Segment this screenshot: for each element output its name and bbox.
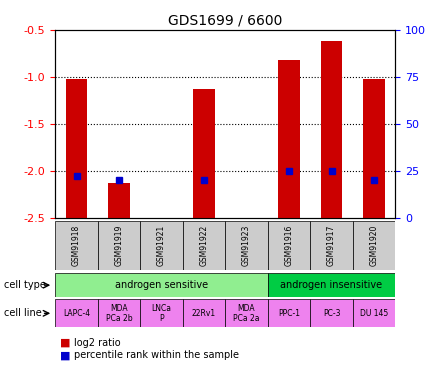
FancyBboxPatch shape xyxy=(268,299,310,327)
Title: GDS1699 / 6600: GDS1699 / 6600 xyxy=(168,13,283,27)
Text: ■: ■ xyxy=(60,338,70,348)
FancyBboxPatch shape xyxy=(140,221,183,270)
Text: GSM91917: GSM91917 xyxy=(327,225,336,266)
Text: GSM91921: GSM91921 xyxy=(157,225,166,266)
Bar xyxy=(321,41,342,218)
FancyBboxPatch shape xyxy=(268,273,395,297)
Text: MDA
PCa 2a: MDA PCa 2a xyxy=(233,304,260,323)
FancyBboxPatch shape xyxy=(225,299,268,327)
Text: GSM91922: GSM91922 xyxy=(199,225,209,266)
Text: GSM91918: GSM91918 xyxy=(72,225,81,266)
Text: androgen insensitive: androgen insensitive xyxy=(280,280,382,290)
Text: PC-3: PC-3 xyxy=(323,309,340,318)
Text: percentile rank within the sample: percentile rank within the sample xyxy=(74,351,239,360)
FancyBboxPatch shape xyxy=(183,299,225,327)
Text: cell line: cell line xyxy=(4,308,42,318)
FancyBboxPatch shape xyxy=(310,299,353,327)
Bar xyxy=(66,79,87,218)
FancyBboxPatch shape xyxy=(140,299,183,327)
Text: MDA
PCa 2b: MDA PCa 2b xyxy=(106,304,132,323)
Text: GSM91923: GSM91923 xyxy=(242,225,251,266)
FancyBboxPatch shape xyxy=(310,221,353,270)
Bar xyxy=(278,60,300,217)
Text: androgen sensitive: androgen sensitive xyxy=(115,280,208,290)
FancyBboxPatch shape xyxy=(55,273,268,297)
Text: LNCa
P: LNCa P xyxy=(151,304,172,323)
Text: GSM91916: GSM91916 xyxy=(284,225,294,266)
Bar xyxy=(363,79,385,218)
Text: LAPC-4: LAPC-4 xyxy=(63,309,90,318)
Bar xyxy=(108,183,130,218)
FancyBboxPatch shape xyxy=(225,221,268,270)
FancyBboxPatch shape xyxy=(55,221,98,270)
Text: PPC-1: PPC-1 xyxy=(278,309,300,318)
Text: GSM91919: GSM91919 xyxy=(114,225,124,266)
FancyBboxPatch shape xyxy=(353,299,395,327)
Text: DU 145: DU 145 xyxy=(360,309,388,318)
FancyBboxPatch shape xyxy=(55,299,98,327)
FancyBboxPatch shape xyxy=(353,221,395,270)
Text: GSM91920: GSM91920 xyxy=(369,225,379,266)
Text: cell type: cell type xyxy=(4,280,46,290)
FancyBboxPatch shape xyxy=(268,221,310,270)
Text: 22Rv1: 22Rv1 xyxy=(192,309,216,318)
Text: ■: ■ xyxy=(60,351,70,360)
FancyBboxPatch shape xyxy=(98,299,140,327)
Text: log2 ratio: log2 ratio xyxy=(74,338,121,348)
FancyBboxPatch shape xyxy=(98,221,140,270)
Bar xyxy=(193,89,215,218)
FancyBboxPatch shape xyxy=(183,221,225,270)
